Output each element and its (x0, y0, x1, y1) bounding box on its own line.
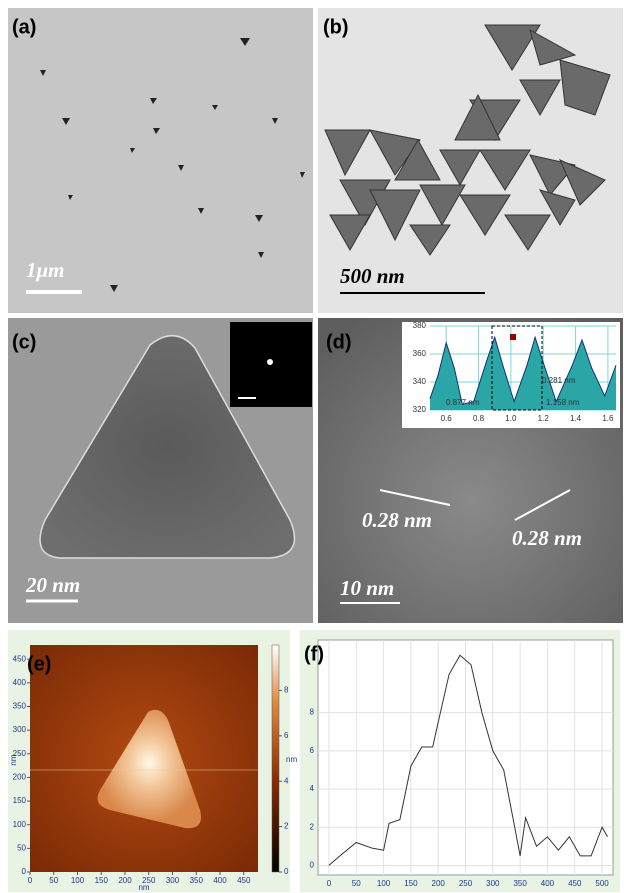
y-tick-label: 0 (310, 861, 315, 870)
nanoprism (39, 335, 296, 559)
panel-label: (b) (323, 16, 349, 38)
particles (40, 38, 305, 292)
y-tick-label: 400 (13, 678, 27, 687)
x-tick-label: 0 (28, 876, 33, 885)
y-tick-label: 4 (310, 784, 315, 793)
scale-bar-label: 20 nm (25, 573, 80, 597)
lattice-marker (514, 489, 571, 521)
x-tick-label: 500 (595, 879, 609, 888)
lattice-marker (379, 489, 451, 506)
measure-label: 1.158 nm (546, 398, 580, 407)
colorbar (271, 644, 280, 873)
y-tick-label: 300 (13, 725, 27, 734)
panel-label: (d) (326, 331, 352, 353)
x-tick-label: 0.8 (473, 414, 485, 423)
y-tick-label: 2 (310, 822, 315, 831)
x-tick-label: 400 (213, 876, 227, 885)
x-tick-label: 1.2 (538, 414, 550, 423)
colorbar-tick-label: 8 (284, 686, 289, 695)
measure-label: 0.877 nm (446, 398, 480, 407)
profile-area (430, 337, 616, 410)
panel-label: (c) (12, 331, 36, 353)
colorbar-label: nm (286, 755, 297, 764)
x-tick-label: 50 (352, 879, 361, 888)
x-tick-label: 350 (190, 876, 204, 885)
x-tick-label: 450 (237, 876, 251, 885)
x-axis-label: nm (138, 883, 149, 892)
profile-line (328, 654, 608, 866)
x-tick-label: 400 (541, 879, 555, 888)
x-tick-label: 300 (166, 876, 180, 885)
colorbar-tick-label: 4 (284, 776, 289, 785)
x-tick-label: 300 (486, 879, 500, 888)
panel-label: (a) (12, 16, 36, 38)
x-tick-label: 450 (568, 879, 582, 888)
y-tick-label: 0 (22, 867, 27, 876)
colorbar-tick-label: 6 (284, 731, 289, 740)
y-tick-label: 450 (13, 654, 27, 663)
scale-bar-label: 1μm (26, 258, 65, 282)
x-tick-label: 0.6 (441, 414, 453, 423)
x-tick-label: 250 (459, 879, 473, 888)
x-tick-label: 1.4 (570, 414, 582, 423)
scale-bar-label: 500 nm (340, 264, 405, 288)
y-tick-label: 150 (13, 796, 27, 805)
panel-label: (f) (304, 643, 324, 665)
x-tick-label: 0 (327, 879, 332, 888)
x-tick-label: 50 (49, 876, 58, 885)
lattice-spacing: 0.28 nm (362, 508, 432, 532)
y-tick-label: 100 (13, 820, 27, 829)
panel-label: (e) (27, 653, 51, 675)
y-tick-label: 350 (13, 702, 27, 711)
colorbar-tick-label: 2 (284, 822, 289, 831)
spot (267, 359, 273, 365)
x-tick-label: 150 (404, 879, 418, 888)
x-tick-label: 1.0 (505, 414, 517, 423)
y-tick-label: 8 (310, 708, 315, 717)
y-tick-label: 340 (413, 377, 427, 386)
colorbar-tick-label: 0 (284, 867, 289, 876)
y-axis-label: nm (9, 754, 18, 765)
lattice-spacing: 0.28 nm (512, 526, 582, 550)
x-tick-label: 200 (432, 879, 446, 888)
profile-line (429, 335, 617, 406)
x-tick-label: 100 (71, 876, 85, 885)
y-tick-label: 50 (17, 843, 26, 852)
y-tick-label: 6 (310, 746, 315, 755)
measure-label: 0.281 nm (542, 376, 576, 385)
y-tick-label: 380 (413, 321, 427, 330)
nanoprism (97, 709, 201, 829)
marker (510, 334, 516, 340)
image-a (8, 8, 313, 313)
scale-bar-label: 10 nm (340, 576, 394, 600)
x-tick-label: 1.6 (602, 414, 614, 423)
y-tick-label: 200 (13, 773, 27, 782)
x-tick-label: 200 (118, 876, 132, 885)
y-tick-label: 360 (413, 349, 427, 358)
x-tick-label: 100 (377, 879, 391, 888)
x-tick-label: 250 (142, 876, 156, 885)
y-tick-label: 320 (413, 405, 427, 414)
nanoprisms (324, 24, 611, 256)
dashed-box (491, 325, 543, 411)
y-tick-label: 250 (13, 749, 27, 758)
x-tick-label: 150 (95, 876, 109, 885)
x-tick-label: 350 (513, 879, 527, 888)
